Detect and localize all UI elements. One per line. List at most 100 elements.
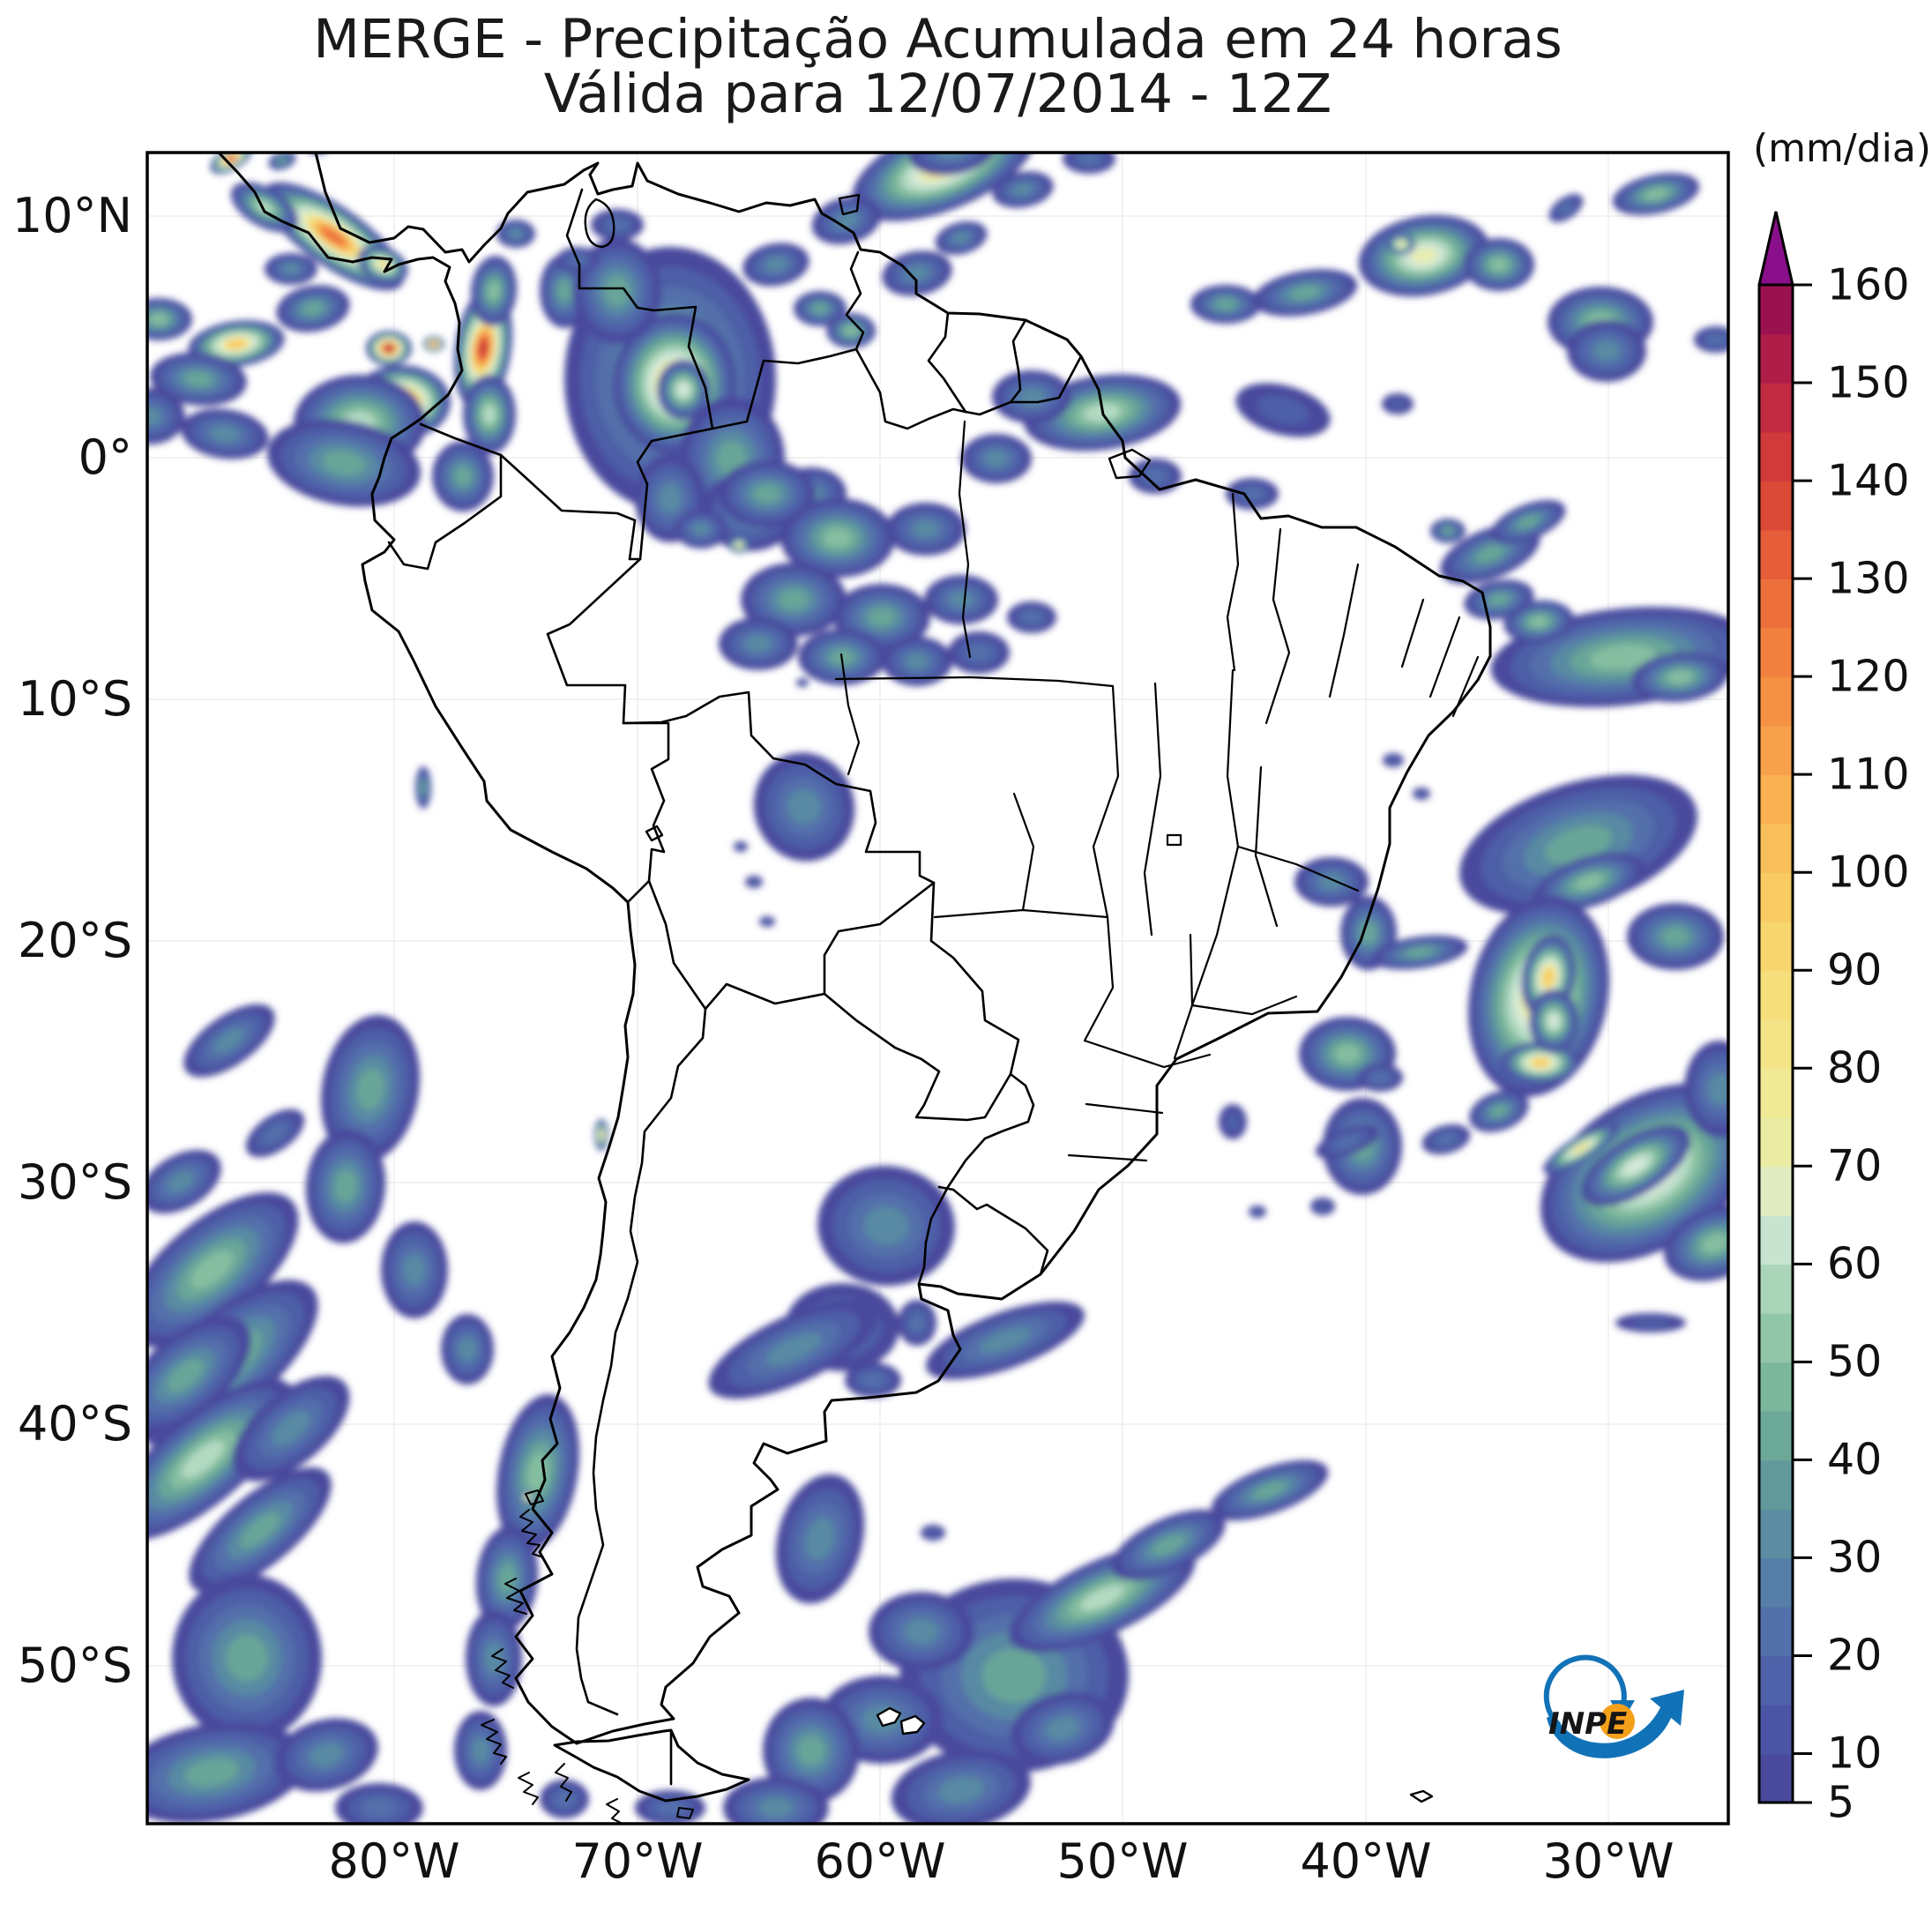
- precipitation-blob: [1627, 903, 1724, 970]
- precipitation-blob: [869, 1592, 974, 1671]
- precipitation-blob: [734, 841, 748, 852]
- precipitation-blob: [266, 419, 421, 507]
- precipitation-blob: [780, 498, 895, 578]
- precipitation-blob: [1469, 1090, 1529, 1132]
- precipitation-blob: [183, 1004, 275, 1078]
- colorbar-tick-label: 110: [1827, 749, 1910, 800]
- falkland-islands: [876, 1706, 902, 1728]
- colorbar-tick-label: 120: [1827, 651, 1910, 702]
- colorbar-segment: [1759, 333, 1793, 384]
- colorbar-segment: [1759, 627, 1793, 677]
- precipitation-blob: [657, 360, 710, 420]
- precipitation-blob: [882, 250, 952, 296]
- colorbar-segment: [1759, 676, 1793, 727]
- precipitation-blob: [924, 575, 998, 624]
- map-frame: [145, 151, 1730, 1825]
- colorbar-segment: [1759, 774, 1793, 825]
- colorbar-segment: [1759, 383, 1793, 433]
- precipitation-blob: [1357, 1064, 1403, 1092]
- lakes-islands: [584, 193, 1434, 1803]
- precipitation-blob: [147, 1721, 308, 1824]
- precipitation-blob: [1612, 173, 1700, 215]
- figure-title: MERGE - Precipitação Acumulada em 24 hor…: [313, 8, 1563, 71]
- colorbar-segment: [1759, 431, 1793, 481]
- precipitation-blob: [335, 1783, 423, 1824]
- precipitation-blob: [926, 1301, 1085, 1380]
- colorbar-segment: [1759, 285, 1793, 335]
- falkland-islands-east: [899, 1714, 926, 1736]
- precipitation-blob: [150, 352, 247, 407]
- precipitation-blob: [1694, 326, 1728, 353]
- tierra-del-fuego-coastline: [553, 1728, 750, 1803]
- precipitation-blob: [723, 1777, 829, 1824]
- colorbar-segment: [1759, 1264, 1793, 1314]
- country-borders: [387, 188, 1083, 1786]
- precipitation-blob: [276, 285, 350, 332]
- precipitation-blob: [245, 1109, 305, 1158]
- figure-subtitle: Válida para 12/07/2014 - 12Z: [543, 63, 1332, 125]
- precipitation-blob: [1490, 499, 1566, 545]
- precipitation-blob: [470, 256, 518, 326]
- precipitation-blob: [1235, 383, 1331, 437]
- colorbar-tick-label: 20: [1827, 1630, 1883, 1681]
- coastline-borders: [217, 153, 1492, 1824]
- precipitation-blob: [961, 434, 1032, 483]
- precipitation-blob: [1249, 1206, 1266, 1218]
- colorbar-segment: [1759, 1410, 1793, 1461]
- precipitation-blob: [1007, 601, 1056, 633]
- lake-titicaca: [645, 825, 664, 842]
- precipitation-blob: [708, 1299, 879, 1400]
- precipitation-blob: [475, 1526, 539, 1631]
- precipitation-blob: [817, 1165, 955, 1287]
- colorbar-tick-label: 140: [1827, 455, 1910, 506]
- precipitation-blob: [1371, 935, 1468, 970]
- precipitation-blob: [594, 1119, 608, 1151]
- precipitation-blob: [794, 291, 847, 326]
- precipitation-blob: [1063, 153, 1115, 174]
- precipitation-blob: [188, 320, 285, 368]
- precipitation-blob: [415, 766, 431, 809]
- precipitation-blob: [454, 1711, 507, 1790]
- colorbar-unit-label: (mm/dia): [1753, 126, 1931, 171]
- colorbar-segment: [1759, 1019, 1793, 1070]
- logo-swoosh-arrow-icon: [1547, 1690, 1684, 1758]
- continent-coastline: [217, 153, 1492, 1745]
- lon-tick-label: 70°W: [571, 1833, 704, 1889]
- precipitation-blob: [948, 631, 1010, 674]
- precipitation-blob: [891, 1749, 1032, 1824]
- precipitation-blob: [181, 408, 269, 459]
- colorbar-segment: [1759, 921, 1793, 972]
- colorbar-segment: [1759, 1459, 1793, 1510]
- colorbar-tick-label: 70: [1827, 1140, 1883, 1191]
- precipitation-field: [147, 153, 1728, 1824]
- colorbar-tick-label: 30: [1827, 1532, 1883, 1583]
- colorbar-segment: [1759, 481, 1793, 531]
- lat-tick-label: 10°N: [11, 188, 132, 243]
- precipitation-blob: [753, 752, 855, 862]
- lake-maracaibo: [584, 198, 615, 249]
- precipitation-blob: [882, 637, 952, 686]
- colorbar-tick-label: 10: [1827, 1728, 1883, 1779]
- colorbar-over-arrow: [1759, 212, 1793, 285]
- precipitation-blob: [886, 503, 966, 556]
- colorbar-segment: [1759, 1166, 1793, 1216]
- lat-tick-label: 50°S: [18, 1638, 132, 1693]
- precipitation-blob: [147, 298, 192, 340]
- colorbar-segment: [1759, 823, 1793, 873]
- precipitation-blob: [1111, 1509, 1226, 1581]
- precipitation-blob: [1413, 788, 1430, 800]
- colorbar-segment: [1759, 872, 1793, 922]
- colorbar-tick-label: 130: [1827, 553, 1910, 604]
- lon-tick-label: 30°W: [1542, 1833, 1675, 1889]
- precipitation-blob: [1430, 519, 1466, 543]
- precipitation-blob: [921, 1525, 945, 1541]
- precipitation-blob: [1615, 1313, 1686, 1332]
- precipitation-blob: [1129, 459, 1182, 494]
- inpe-logo: INPE: [1543, 1654, 1684, 1758]
- precipitation-blob: [1631, 652, 1728, 703]
- colorbar-segment: [1759, 529, 1793, 579]
- precipitation-blob: [1501, 1041, 1580, 1084]
- logo-orbit-circle-icon: [1543, 1654, 1627, 1728]
- precipitation-blob: [1387, 234, 1415, 255]
